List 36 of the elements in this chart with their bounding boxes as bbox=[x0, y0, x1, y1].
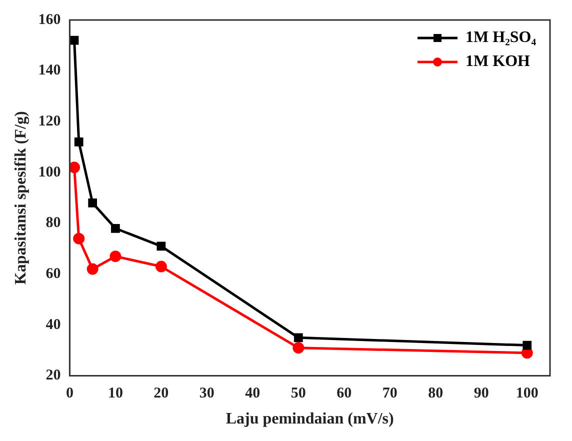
y-tick-label: 80 bbox=[46, 215, 61, 232]
x-tick-label: 90 bbox=[474, 386, 489, 402]
point bbox=[522, 340, 532, 350]
point bbox=[111, 224, 120, 233]
point bbox=[86, 263, 98, 275]
x-tick-label: 80 bbox=[428, 386, 444, 402]
x-tick-label: 0 bbox=[66, 386, 74, 402]
x-tick-label: 40 bbox=[245, 386, 260, 402]
point bbox=[156, 242, 166, 251]
x-axis-title: Laju pemindaian (mV/s) bbox=[226, 410, 394, 428]
y-tick-label: 60 bbox=[46, 266, 61, 282]
y-tick-label: 140 bbox=[38, 62, 61, 79]
legend-label: 1M H₂SO₄ bbox=[466, 29, 536, 46]
x-tick-label: 100 bbox=[516, 386, 538, 402]
point bbox=[155, 260, 167, 272]
x-tick-label: 60 bbox=[336, 386, 352, 402]
point bbox=[74, 138, 84, 146]
x-tick-label: 50 bbox=[290, 386, 306, 402]
x-tick-label: 10 bbox=[108, 386, 123, 402]
y-axis-title: Kapasitansi spesifik (F/g) bbox=[12, 111, 30, 285]
y-tick-label: 160 bbox=[38, 12, 61, 28]
y-tick-label: 120 bbox=[38, 114, 61, 130]
y-tick-label: 100 bbox=[38, 164, 61, 180]
point bbox=[294, 333, 303, 342]
point bbox=[70, 36, 79, 45]
point bbox=[70, 162, 80, 174]
point bbox=[88, 198, 98, 208]
x-tick-label: 70 bbox=[382, 386, 398, 402]
y-tick-label: 40 bbox=[46, 316, 61, 333]
point bbox=[292, 342, 304, 354]
point bbox=[73, 232, 85, 244]
x-tick-label: 20 bbox=[154, 386, 169, 402]
legend-label: 1M KOH bbox=[466, 53, 531, 70]
point bbox=[110, 250, 122, 262]
x-tick-label: 30 bbox=[199, 386, 214, 402]
y-tick-label: 20 bbox=[46, 368, 61, 384]
